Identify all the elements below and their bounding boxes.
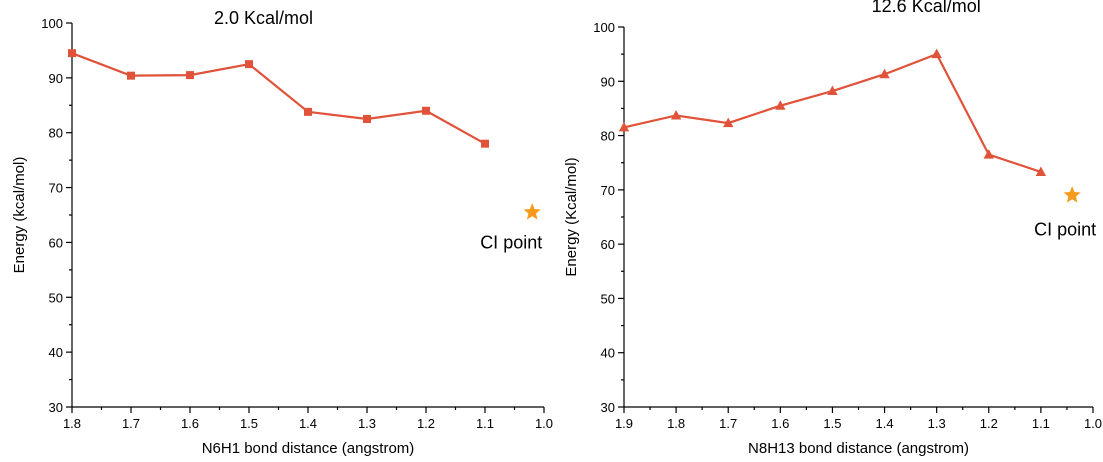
chart-panel-1: 30 40 50 60 70 80 90 100 1.8 1.7 1.6 1.5 1.4 1.3 1.2 1.… xyxy=(11,8,553,457)
data-point xyxy=(1035,166,1047,176)
y-tick-label: 80 xyxy=(49,126,63,141)
data-point xyxy=(983,149,994,159)
data-point xyxy=(68,49,76,58)
x-tick-label: 1.2 xyxy=(417,416,435,431)
y-tick-label: 40 xyxy=(601,346,615,361)
x-tick-label: 1.7 xyxy=(719,416,737,431)
data-point xyxy=(186,71,194,80)
y-axis-label: Energy (Kcal/mol) xyxy=(563,157,580,276)
y-axis-label: Energy (kcal/mol) xyxy=(11,157,28,274)
y-tick-label: 40 xyxy=(49,345,63,360)
data-point xyxy=(481,139,489,148)
x-tick-label: 1.1 xyxy=(476,416,494,431)
data-point xyxy=(670,109,682,120)
y-tick-label: 70 xyxy=(601,183,615,198)
x-tick-label: 1.5 xyxy=(240,416,258,431)
ci-point-label: CI point xyxy=(1034,219,1096,239)
data-point xyxy=(363,115,371,123)
chart-panel-2: 30 40 50 60 70 80 90 100 1.9 1.8 1.7 1.6 1.5 1.4 1.3 1.… xyxy=(563,0,1102,457)
y-tick-label: 80 xyxy=(601,129,615,144)
series-line xyxy=(623,52,1042,173)
ci-point-star-icon xyxy=(1063,186,1081,203)
data-point xyxy=(422,106,430,115)
data-point xyxy=(245,60,253,69)
x-tick-label: 1.0 xyxy=(1084,416,1102,431)
y-tick-label: 90 xyxy=(601,74,615,89)
energy-barrier-annotation: 2.0 Kcal/mol xyxy=(214,8,313,28)
y-tick-label: 60 xyxy=(49,235,63,250)
ci-point-star-icon xyxy=(523,203,541,220)
y-tick-label: 100 xyxy=(593,20,615,35)
x-axis-label: N8H13 bond distance (angstrom) xyxy=(748,440,969,457)
data-point xyxy=(879,68,890,79)
x-tick-label: 1.7 xyxy=(122,416,140,431)
x-tick-label: 1.3 xyxy=(928,416,946,431)
data-point xyxy=(127,71,135,80)
y-tick-label: 30 xyxy=(49,400,63,415)
data-point xyxy=(827,85,838,96)
x-tick-label: 1.6 xyxy=(181,416,199,431)
x-tick-label: 1.8 xyxy=(63,416,81,431)
x-tick-label: 1.9 xyxy=(615,416,633,431)
y-tick-label: 50 xyxy=(601,291,615,306)
data-point xyxy=(775,100,786,110)
y-tick-label: 30 xyxy=(601,400,615,415)
y-tick-label: 100 xyxy=(41,16,63,31)
x-tick-label: 1.6 xyxy=(771,416,789,431)
x-tick-label: 1.1 xyxy=(1032,416,1050,431)
data-point xyxy=(618,121,630,132)
y-tick-label: 60 xyxy=(601,237,615,252)
x-tick-label: 1.8 xyxy=(667,416,685,431)
y-tick-label: 50 xyxy=(49,290,63,305)
x-tick-label: 1.4 xyxy=(299,416,317,431)
ci-point-label: CI point xyxy=(480,232,542,252)
series-line xyxy=(71,52,486,145)
x-tick-label: 1.4 xyxy=(876,416,894,431)
energy-barrier-annotation: 12.6 Kcal/mol xyxy=(872,0,981,16)
x-tick-label: 1.5 xyxy=(823,416,841,431)
x-tick-label: 1.2 xyxy=(980,416,998,431)
x-tick-label: 1.0 xyxy=(535,416,553,431)
x-axis-label: N6H1 bond distance (angstrom) xyxy=(202,440,415,457)
data-point xyxy=(723,117,734,128)
y-tick-label: 70 xyxy=(49,181,63,196)
x-tick-label: 1.3 xyxy=(358,416,376,431)
data-point xyxy=(304,107,312,116)
y-tick-label: 90 xyxy=(49,71,63,86)
data-point xyxy=(931,48,942,59)
